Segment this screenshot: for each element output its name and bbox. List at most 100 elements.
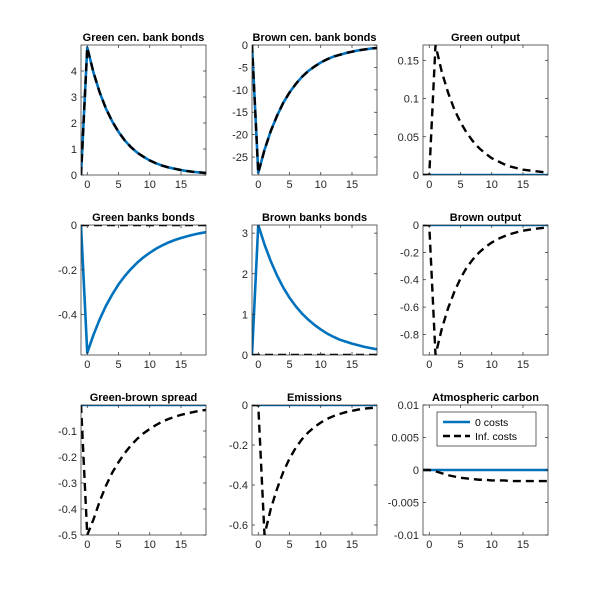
panel-2: 0 5 10 15 0 0.05 0.1 0.15 Green output <box>398 32 549 191</box>
y-tick-label: -20 <box>232 130 248 142</box>
series-group <box>81 405 206 535</box>
x-tick-label: 5 <box>115 359 121 371</box>
y-tick-label: 4 <box>71 66 77 78</box>
x-tick-label: 15 <box>175 179 187 191</box>
y-tick-label: 0.05 <box>398 132 419 144</box>
y-tick-label: 0 <box>242 400 248 412</box>
x-tick-label: 15 <box>346 179 358 191</box>
y-tick-label: 2 <box>71 118 77 130</box>
y-tick-label: 0 <box>71 220 77 232</box>
series-group <box>81 225 206 355</box>
series-line-inf-costs <box>423 225 548 355</box>
x-tick-label: 15 <box>175 539 187 551</box>
x-tick-label: 0 <box>255 359 261 371</box>
panel-1: 0 5 10 15 0 -5 -10 -15 -20 -25 Brown cen. bank bon… <box>232 32 378 191</box>
y-tick-label: 0.005 <box>391 433 419 445</box>
series-line-zero-costs <box>252 45 377 175</box>
x-tick-label: 0 <box>426 179 432 191</box>
y-tick-label: -0.2 <box>58 452 77 464</box>
panel-title: Brown output <box>450 212 522 224</box>
series-group <box>81 46 206 175</box>
x-tick-label: 15 <box>346 539 358 551</box>
y-tick-label: -0.1 <box>58 426 77 438</box>
panel-7: 0 5 10 15 0 -0.2 -0.4 -0.6 Emissions <box>229 392 378 551</box>
y-tick-label: -0.01 <box>394 530 419 542</box>
series-line-inf-costs <box>423 45 548 175</box>
y-tick-label: -0.2 <box>400 247 419 259</box>
axes-box <box>422 44 549 176</box>
axes-box <box>80 224 207 356</box>
y-tick-label: 0.01 <box>398 400 419 412</box>
y-tick-label: -5 <box>238 62 248 74</box>
series-line-inf-costs <box>81 46 206 175</box>
series-line-inf-costs <box>423 468 548 483</box>
series-line-inf-costs <box>252 405 377 535</box>
legend-label: Inf. costs <box>475 431 517 443</box>
series-line-inf-costs <box>81 405 206 535</box>
x-tick-label: 10 <box>144 359 156 371</box>
x-tick-label: 5 <box>457 359 463 371</box>
y-tick-label: -25 <box>232 152 248 164</box>
panel-5: 0 5 10 15 0 -0.2 -0.4 -0.6 -0.8 Brown output <box>400 212 549 371</box>
x-tick-label: 5 <box>286 179 292 191</box>
y-tick-label: 2 <box>242 269 248 281</box>
x-tick-label: 10 <box>315 539 327 551</box>
panel-6: 0 5 10 15 -0.1 -0.2 -0.3 -0.4 -0.5 Green-brown sp… <box>58 392 207 551</box>
y-tick-label: 3 <box>71 92 77 104</box>
y-tick-label: 3 <box>242 228 248 240</box>
y-tick-label: -0.3 <box>58 478 77 490</box>
series-group <box>423 45 548 175</box>
y-tick-label: 0.15 <box>398 55 419 67</box>
x-tick-label: 10 <box>144 179 156 191</box>
panel-title: Green banks bonds <box>92 212 195 224</box>
y-tick-label: 0 <box>413 170 419 182</box>
y-tick-label: 1 <box>71 144 77 156</box>
panel-title: Atmospheric carbon <box>432 392 539 404</box>
axes-box <box>422 224 549 356</box>
series-group <box>252 45 377 175</box>
axes-box <box>251 224 378 356</box>
y-tick-label: -0.5 <box>58 530 77 542</box>
y-tick-label: -15 <box>232 107 248 119</box>
y-tick-label: 1 <box>242 309 248 321</box>
y-tick-label: -10 <box>232 85 248 97</box>
y-tick-label: -0.8 <box>400 329 419 341</box>
panel-0: 0 5 10 15 0 1 2 3 4 Green cen. bank bonds <box>71 32 207 191</box>
y-tick-label: 0 <box>413 465 419 477</box>
axes-box <box>251 44 378 176</box>
y-tick-label: 0 <box>413 220 419 232</box>
y-tick-label: -0.005 <box>388 498 419 510</box>
y-tick-label: 0.1 <box>404 94 419 106</box>
x-tick-label: 0 <box>255 539 261 551</box>
panel-3: 0 5 10 15 0 -0.2 -0.4 Green banks bonds <box>58 212 207 371</box>
x-tick-label: 5 <box>115 179 121 191</box>
x-tick-label: 10 <box>486 359 498 371</box>
x-tick-label: 15 <box>517 539 529 551</box>
y-tick-label: -0.2 <box>58 265 77 277</box>
x-tick-label: 0 <box>426 359 432 371</box>
x-tick-label: 5 <box>457 539 463 551</box>
y-tick-label: -0.4 <box>58 504 77 516</box>
series-line-zero-costs <box>81 225 206 355</box>
x-tick-label: 0 <box>84 539 90 551</box>
x-tick-label: 15 <box>175 359 187 371</box>
panel-title: Green output <box>451 32 520 44</box>
series-line-inf-costs <box>252 45 377 174</box>
y-tick-label: -0.6 <box>229 520 248 532</box>
x-tick-label: 0 <box>255 179 261 191</box>
panel-title: Green-brown spread <box>90 392 198 404</box>
axes-box <box>80 404 207 536</box>
y-tick-label: 0 <box>242 40 248 52</box>
y-tick-label: -0.6 <box>400 302 419 314</box>
panel-title: Brown cen. bank bonds <box>252 32 376 44</box>
panel-title: Green cen. bank bonds <box>83 32 205 44</box>
x-tick-label: 5 <box>457 179 463 191</box>
legend: 0 costs Inf. costs <box>436 411 537 447</box>
x-tick-label: 15 <box>346 359 358 371</box>
x-tick-label: 10 <box>486 539 498 551</box>
x-tick-label: 0 <box>84 359 90 371</box>
axes-box <box>80 44 207 176</box>
y-tick-label: -0.4 <box>229 480 248 492</box>
series-group <box>423 225 548 355</box>
x-tick-label: 0 <box>426 539 432 551</box>
